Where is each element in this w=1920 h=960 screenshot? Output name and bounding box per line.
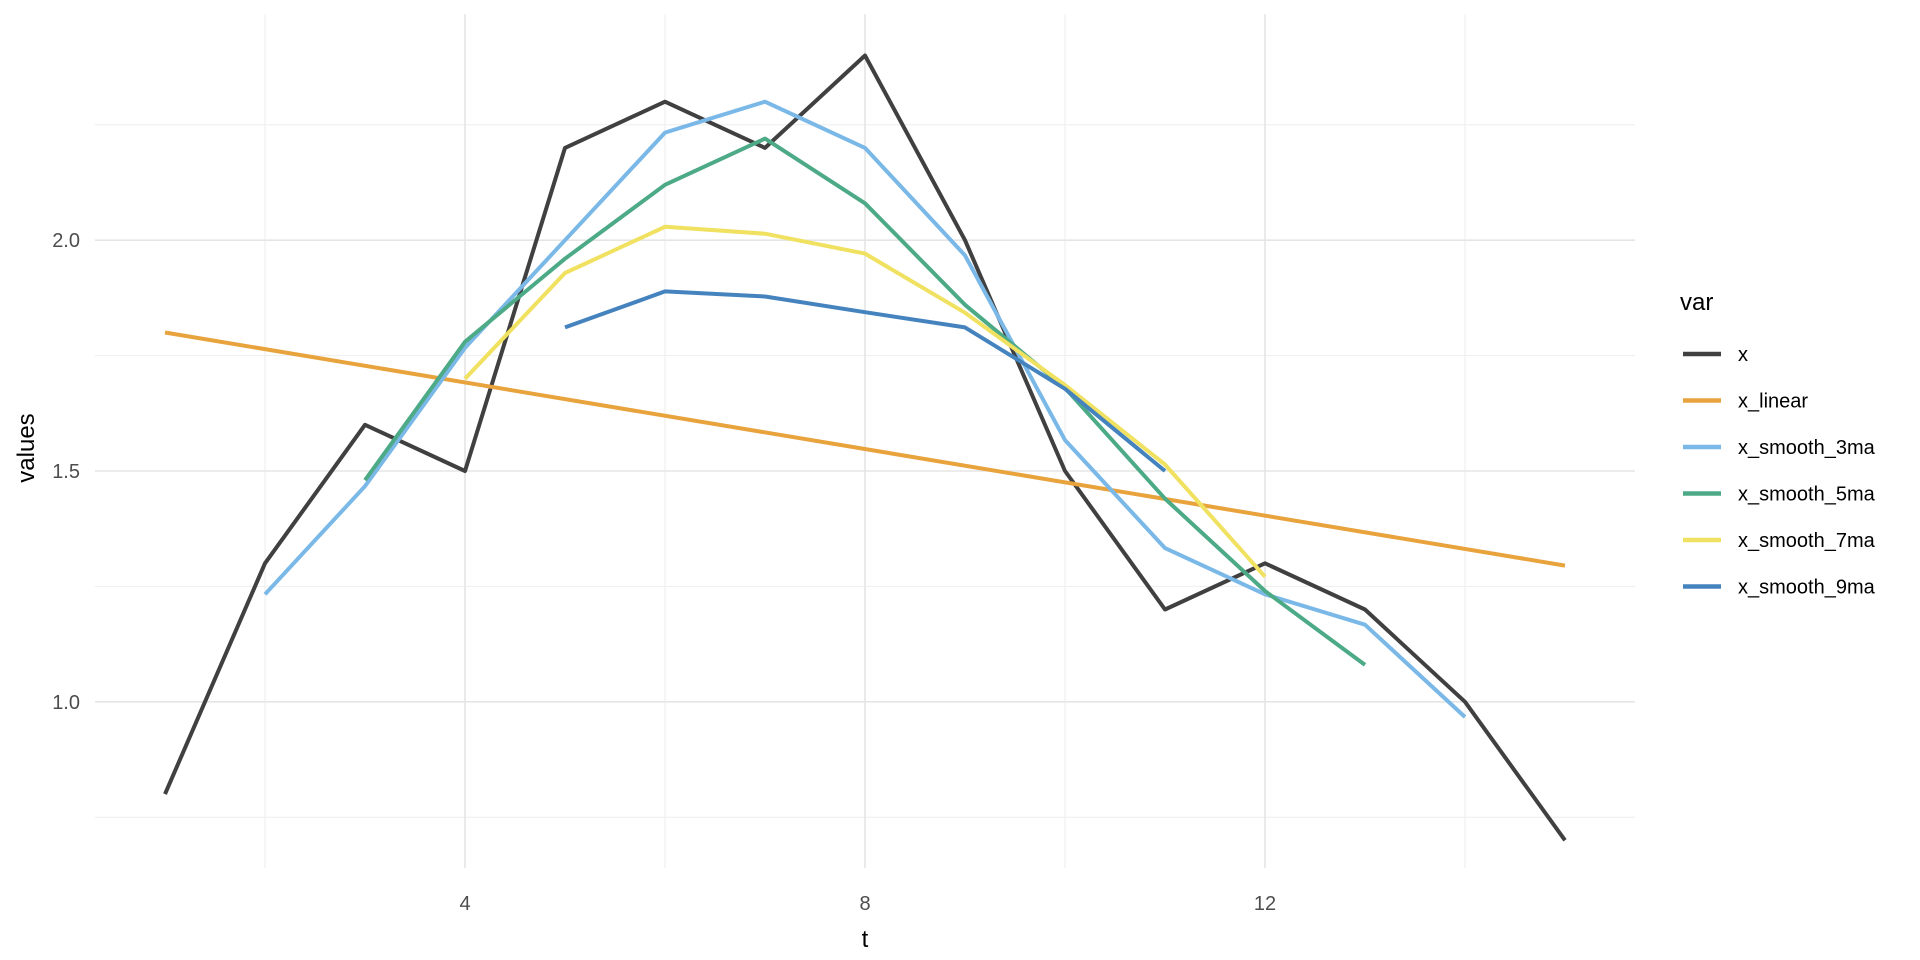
x-axis-title: t xyxy=(862,926,869,953)
legend-item: x_linear xyxy=(1683,391,1808,413)
legend: var x x_linear x_smooth_3ma x_smooth_5ma x_s… xyxy=(1680,289,1876,599)
x-tick-label: 12 xyxy=(1254,893,1276,915)
legend-item: x xyxy=(1683,344,1748,366)
legend-label: x_linear xyxy=(1738,391,1808,413)
legend-item: x_smooth_9ma xyxy=(1683,577,1876,599)
series-line-x-linear xyxy=(164,330,1566,568)
series-line-x-smooth-7ma xyxy=(463,224,1267,579)
y-axis-tick-labels: 1.0 1.5 2.0 xyxy=(52,230,80,714)
x-axis-tick-labels: 4 8 12 xyxy=(459,893,1276,915)
series-line-x-smooth-9ma xyxy=(564,289,1167,473)
y-tick-label: 1.0 xyxy=(52,692,80,714)
x-tick-label: 4 xyxy=(459,893,470,915)
grid-lines xyxy=(95,14,1635,868)
legend-label: x_smooth_3ma xyxy=(1738,437,1876,459)
legend-item: x_smooth_5ma xyxy=(1683,484,1876,506)
legend-item: x_smooth_3ma xyxy=(1683,437,1876,459)
x-tick-label: 8 xyxy=(859,893,870,915)
legend-item: x_smooth_7ma xyxy=(1683,530,1876,552)
legend-label: x_smooth_5ma xyxy=(1738,484,1876,506)
series-line-x-smooth-3ma xyxy=(263,99,1467,719)
y-tick-label: 2.0 xyxy=(52,230,80,252)
legend-title: var xyxy=(1680,289,1713,316)
legend-items: x x_linear x_smooth_3ma x_smooth_5ma x_smoot… xyxy=(1683,344,1876,599)
series-line-x-smooth-5ma xyxy=(363,136,1367,667)
series-lines xyxy=(163,53,1567,842)
legend-label: x_smooth_9ma xyxy=(1738,577,1876,599)
legend-label: x xyxy=(1738,344,1748,366)
y-axis-title: values xyxy=(13,413,40,482)
y-tick-label: 1.5 xyxy=(52,461,80,483)
legend-label: x_smooth_7ma xyxy=(1738,530,1876,552)
